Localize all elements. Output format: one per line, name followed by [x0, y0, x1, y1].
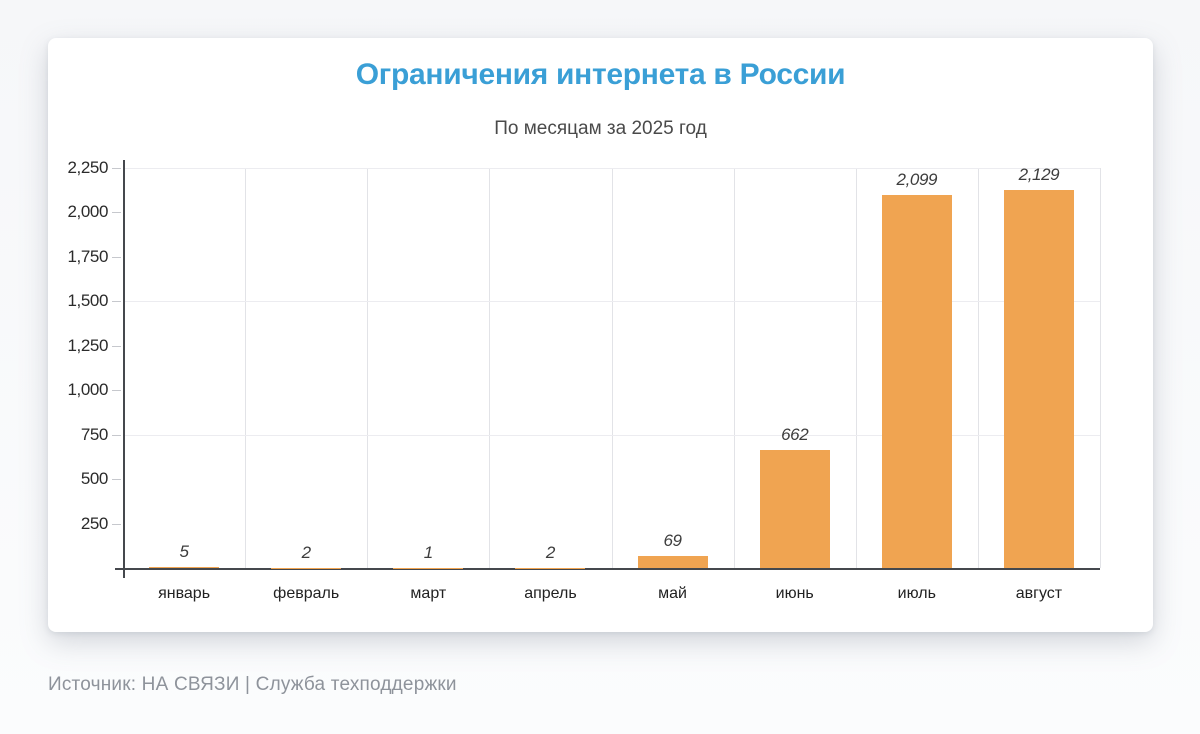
- chart-subtitle: По месяцам за 2025 год: [494, 118, 707, 139]
- vertical-gridline: [367, 168, 369, 568]
- bar-август: [1003, 189, 1074, 568]
- y-axis-line: [123, 160, 125, 578]
- bar-май: [637, 555, 708, 568]
- x-axis-category-label: август: [1015, 585, 1063, 602]
- y-axis-tick-label: 1,000: [67, 380, 108, 400]
- chart-card: Ограничения интернета в России По месяца…: [48, 38, 1153, 632]
- vertical-gridline: [977, 168, 979, 568]
- vertical-gridline: [611, 168, 613, 568]
- y-axis-tick-label: 250: [80, 513, 109, 533]
- y-axis-tick-label: 750: [80, 424, 109, 444]
- y-axis-tick-label: 2,250: [67, 158, 108, 177]
- y-axis-tick: [112, 212, 121, 214]
- vertical-gridline: [245, 168, 247, 568]
- bar-value-label: 2,099: [896, 169, 938, 189]
- x-axis-category-label: январь: [158, 585, 211, 602]
- vertical-gridline: [1100, 168, 1101, 568]
- y-axis-tick-label: 1,750: [67, 246, 108, 266]
- bar-июнь: [759, 450, 830, 568]
- x-axis-category-label: июнь: [775, 585, 814, 602]
- source-attribution: Источник: НА СВЯЗИ | Служба техподдержки: [48, 674, 457, 695]
- plot-area: 250 500 750 1,000 1,250 1,500 1,750 2,000 2,250 5…: [48, 38, 1153, 632]
- bar-январь: [149, 567, 220, 568]
- bar-value-label: 662: [781, 425, 809, 445]
- y-axis-tick: [112, 301, 121, 303]
- x-axis-line: [115, 568, 1100, 570]
- horizontal-gridline: [123, 434, 1100, 436]
- y-axis-tick: [112, 523, 121, 525]
- y-axis-tick-label: 2,000: [67, 202, 108, 222]
- x-axis-category-label: март: [410, 585, 447, 602]
- bar-value-label: 69: [663, 530, 683, 550]
- vertical-gridline: [855, 168, 857, 568]
- vertical-gridline: [489, 168, 491, 568]
- bar-value-label: 5: [179, 542, 189, 562]
- bar-value-label: 2: [301, 542, 311, 562]
- horizontal-gridline: [123, 301, 1100, 303]
- bar-value-label: 2: [545, 542, 555, 562]
- y-axis-tick: [112, 434, 121, 436]
- y-axis-tick-label: 1,500: [67, 291, 108, 311]
- bar-value-label: 1: [423, 542, 433, 562]
- x-axis-category-label: июль: [897, 585, 936, 602]
- vertical-gridline: [733, 168, 735, 568]
- y-axis-tick-label: 500: [80, 469, 109, 489]
- x-axis-category-label: апрель: [524, 585, 577, 602]
- y-axis-tick-label: 1,250: [67, 335, 108, 355]
- y-axis-tick: [112, 479, 121, 481]
- bar-июль: [881, 194, 952, 568]
- y-axis-tick: [112, 345, 121, 347]
- y-axis-tick: [112, 168, 121, 169]
- x-axis-category-label: февраль: [273, 585, 340, 602]
- chart-title: Ограничения интернета в России: [355, 58, 846, 91]
- bar-value-label: 2,129: [1018, 164, 1060, 184]
- y-axis-tick: [112, 390, 121, 392]
- y-axis-tick: [112, 256, 121, 258]
- x-axis-category-label: май: [658, 585, 687, 602]
- horizontal-gridline: [123, 168, 1100, 169]
